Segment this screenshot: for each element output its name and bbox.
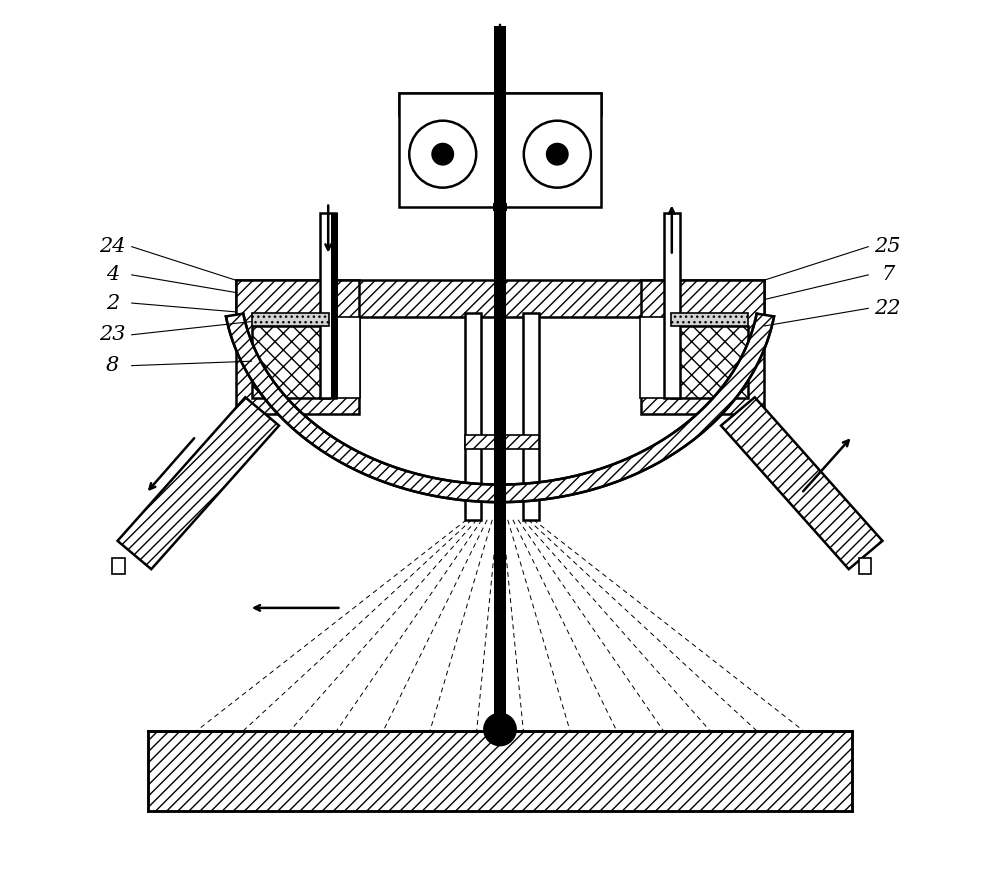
Text: 23: 23 — [99, 325, 126, 344]
Bar — [493, 203, 507, 211]
Bar — [148, 731, 852, 811]
Text: 7: 7 — [881, 265, 894, 285]
Text: 2: 2 — [106, 293, 119, 313]
Text: 24: 24 — [99, 237, 126, 256]
Text: 4: 4 — [106, 265, 119, 285]
Bar — [465, 313, 481, 520]
Text: 22: 22 — [874, 299, 901, 318]
Text: 8: 8 — [106, 356, 119, 375]
Polygon shape — [721, 397, 882, 569]
Circle shape — [431, 143, 454, 166]
Bar — [252, 313, 329, 326]
Bar — [641, 280, 764, 414]
Bar — [671, 326, 748, 398]
Bar — [640, 317, 671, 398]
Circle shape — [524, 121, 591, 188]
Text: 25: 25 — [874, 237, 901, 256]
Bar — [859, 558, 871, 574]
Bar — [329, 317, 360, 398]
Bar — [523, 313, 539, 520]
Bar — [320, 213, 336, 398]
Bar — [671, 313, 748, 326]
Bar — [252, 326, 329, 398]
Bar — [112, 558, 125, 574]
Circle shape — [546, 143, 569, 166]
Bar — [236, 280, 764, 317]
Polygon shape — [226, 314, 774, 502]
Bar — [664, 213, 680, 398]
Polygon shape — [118, 397, 279, 569]
Bar — [465, 435, 539, 449]
Bar — [236, 280, 359, 414]
Bar — [331, 213, 338, 398]
Circle shape — [484, 714, 516, 745]
Bar — [399, 93, 601, 115]
Circle shape — [409, 121, 476, 188]
Bar — [399, 93, 601, 207]
Bar — [494, 26, 506, 729]
